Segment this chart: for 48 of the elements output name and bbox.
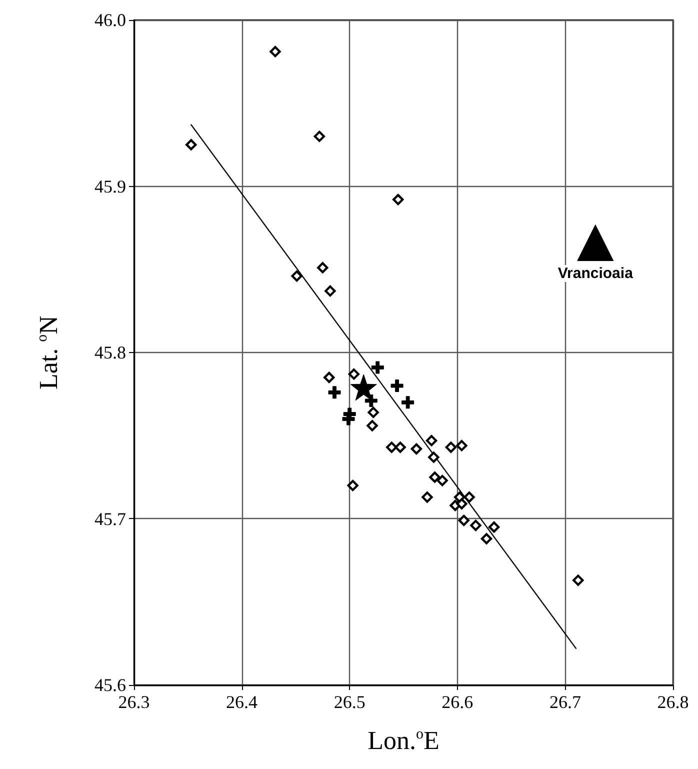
x-tick-label: 26.7	[549, 692, 581, 712]
point	[324, 372, 335, 384]
x-tick-label: 26.3	[118, 692, 150, 712]
point	[328, 386, 341, 399]
y-tick-label: 45.7	[94, 508, 126, 529]
point	[371, 361, 384, 374]
point	[324, 285, 336, 297]
point	[348, 368, 360, 380]
point	[386, 442, 398, 453]
point	[314, 130, 326, 142]
point	[429, 472, 440, 483]
point	[368, 406, 379, 418]
y-tick-label: 45.8	[94, 342, 126, 362]
point	[422, 492, 433, 503]
point	[464, 492, 475, 503]
y-tick-label: 45.9	[94, 176, 126, 196]
point	[572, 574, 584, 586]
point	[392, 194, 404, 206]
point	[436, 474, 448, 486]
point	[480, 533, 492, 544]
point	[428, 452, 440, 463]
point	[270, 46, 281, 58]
y-tick-label: 45.6	[94, 675, 126, 695]
y-tick-label: 46.0	[94, 10, 126, 30]
point	[577, 224, 614, 262]
point	[186, 139, 197, 150]
x-tick-label: 26.5	[334, 692, 366, 712]
point	[470, 520, 482, 531]
point	[426, 435, 438, 446]
point	[347, 480, 358, 492]
series-label: Vrancioaia	[558, 265, 634, 282]
point	[445, 442, 457, 453]
y-axis-title: Lat. oN	[34, 315, 63, 390]
point	[488, 521, 500, 533]
point	[291, 270, 302, 282]
point	[410, 443, 422, 455]
x-tick-label: 26.6	[442, 692, 474, 712]
point	[366, 420, 378, 432]
x-tick-label: 26.4	[226, 692, 258, 712]
point	[350, 374, 377, 401]
point	[402, 396, 414, 409]
point	[390, 380, 404, 392]
point	[317, 262, 328, 274]
point	[456, 440, 468, 452]
point	[458, 514, 470, 526]
point	[456, 498, 468, 510]
x-tick-label: 26.8	[657, 692, 689, 712]
point	[394, 442, 406, 453]
